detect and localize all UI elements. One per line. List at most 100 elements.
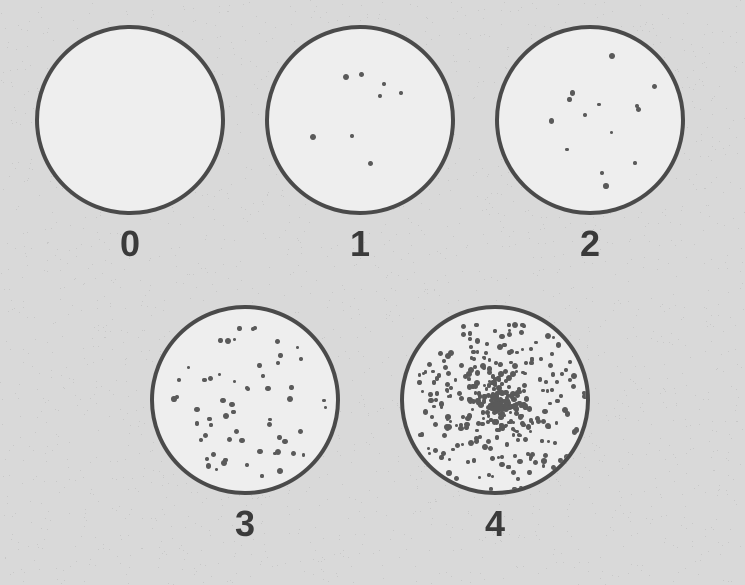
bg-noise: [728, 581, 729, 582]
bg-noise: [172, 207, 173, 208]
colony-dot: [487, 366, 493, 372]
bg-noise: [486, 209, 487, 210]
bg-noise: [484, 34, 485, 35]
bg-noise: [708, 205, 709, 206]
bg-noise: [173, 211, 174, 212]
colony-dot: [527, 425, 531, 429]
bg-noise: [731, 438, 732, 439]
bg-noise: [686, 385, 687, 386]
bg-noise: [511, 186, 512, 187]
bg-noise: [29, 446, 30, 447]
bg-noise: [70, 566, 71, 567]
bg-noise: [461, 7, 462, 8]
colony-dot: [527, 470, 532, 475]
bg-noise: [313, 559, 314, 560]
bg-noise: [479, 159, 480, 160]
colony-dot: [203, 433, 208, 438]
colony-dot: [635, 104, 639, 108]
bg-noise: [708, 290, 709, 291]
bg-noise: [559, 269, 560, 270]
bg-noise: [633, 381, 634, 382]
colony-dot: [540, 439, 544, 443]
bg-noise: [665, 391, 666, 392]
bg-noise: [506, 278, 507, 279]
bg-noise: [153, 442, 154, 443]
bg-noise: [703, 399, 704, 400]
bg-noise: [687, 13, 688, 14]
bg-noise: [408, 218, 409, 219]
bg-noise: [620, 372, 621, 373]
bg-noise: [701, 140, 702, 141]
colony-dot: [636, 107, 641, 112]
bg-noise: [257, 498, 258, 499]
bg-noise: [327, 474, 328, 475]
bg-noise: [701, 134, 702, 135]
bg-noise: [298, 265, 299, 266]
colony-dot: [446, 424, 452, 430]
bg-noise: [615, 510, 616, 511]
bg-noise: [665, 215, 666, 216]
bg-noise: [723, 371, 724, 372]
bg-noise: [230, 580, 231, 581]
colony-dot: [488, 446, 493, 451]
bg-noise: [215, 272, 216, 273]
bg-noise: [18, 162, 19, 163]
bg-noise: [728, 475, 729, 476]
bg-noise: [0, 382, 1, 383]
bg-noise: [138, 491, 139, 492]
bg-noise: [130, 555, 131, 556]
bg-noise: [714, 470, 715, 471]
bg-noise: [622, 403, 623, 404]
bg-noise: [426, 17, 427, 18]
bg-noise: [338, 356, 339, 357]
bg-noise: [719, 141, 720, 142]
colony-dot: [448, 458, 451, 461]
bg-noise: [57, 444, 58, 445]
bg-noise: [41, 7, 42, 8]
bg-noise: [252, 112, 253, 113]
bg-noise: [453, 496, 454, 497]
bg-noise: [126, 574, 127, 575]
bg-noise: [12, 123, 13, 124]
colony-dot: [422, 372, 425, 375]
bg-noise: [109, 390, 110, 391]
bg-noise: [468, 49, 469, 50]
bg-noise: [14, 107, 15, 108]
bg-noise: [689, 87, 690, 88]
bg-noise: [31, 122, 32, 123]
bg-noise: [704, 263, 705, 264]
colony-dot: [221, 460, 227, 466]
bg-noise: [482, 557, 483, 558]
bg-noise: [589, 470, 590, 471]
bg-noise: [682, 373, 683, 374]
bg-noise: [234, 54, 235, 55]
bg-noise: [128, 396, 129, 397]
bg-noise: [21, 569, 22, 570]
colony-dot: [442, 433, 447, 438]
bg-noise: [301, 286, 302, 287]
bg-noise: [360, 20, 361, 21]
bg-noise: [87, 364, 88, 365]
bg-noise: [416, 581, 417, 582]
bg-noise: [528, 210, 529, 211]
bg-noise: [713, 529, 714, 530]
bg-noise: [236, 266, 237, 267]
colony-dot: [431, 370, 435, 374]
bg-noise: [565, 22, 566, 23]
bg-noise: [659, 450, 660, 451]
bg-noise: [25, 253, 26, 254]
bg-noise: [708, 399, 709, 400]
bg-noise: [351, 412, 352, 413]
bg-noise: [105, 337, 106, 338]
bg-noise: [702, 63, 703, 64]
bg-noise: [57, 579, 58, 580]
bg-noise: [713, 326, 714, 327]
bg-noise: [234, 240, 235, 241]
bg-noise: [624, 390, 625, 391]
colony-dot: [227, 437, 232, 442]
colony-dot: [310, 134, 316, 140]
bg-noise: [399, 557, 400, 558]
bg-noise: [16, 209, 17, 210]
bg-noise: [726, 458, 727, 459]
bg-noise: [213, 209, 214, 210]
